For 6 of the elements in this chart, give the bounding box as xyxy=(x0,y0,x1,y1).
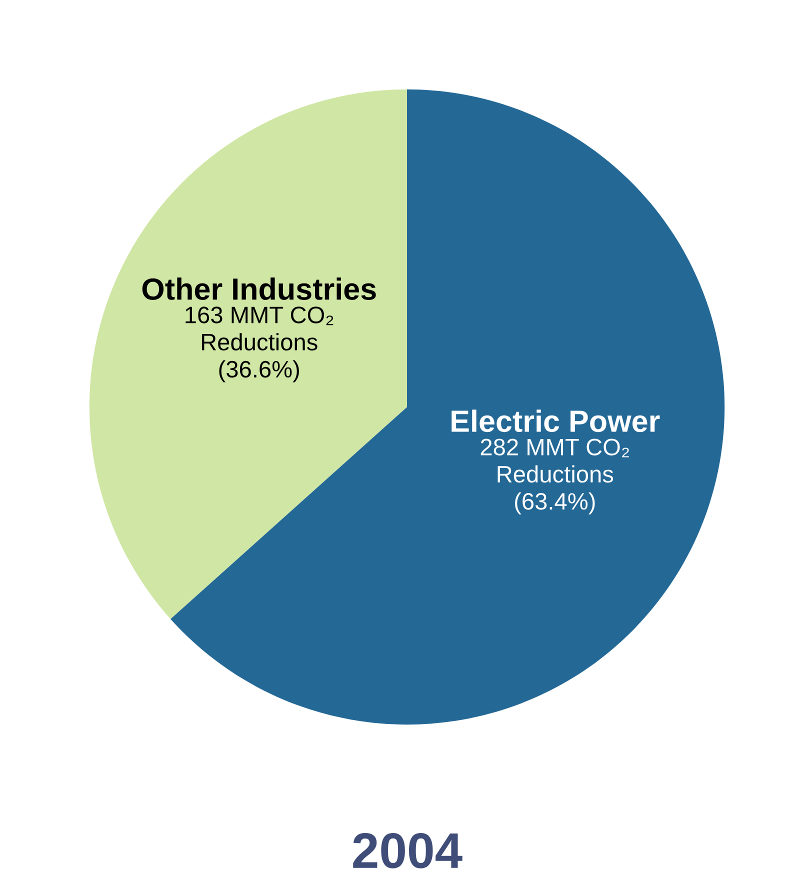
slice-label: Other Industries xyxy=(142,278,376,300)
pie-slice xyxy=(89,89,407,619)
text: 2004 xyxy=(353,833,462,868)
data-label: 163 MMT CO₂ Reductions (36.6%) xyxy=(186,306,334,382)
data-label: 282 MMT CO₂ Reductions (63.4%) xyxy=(480,438,629,514)
slice-label: Electric Power xyxy=(452,410,660,432)
